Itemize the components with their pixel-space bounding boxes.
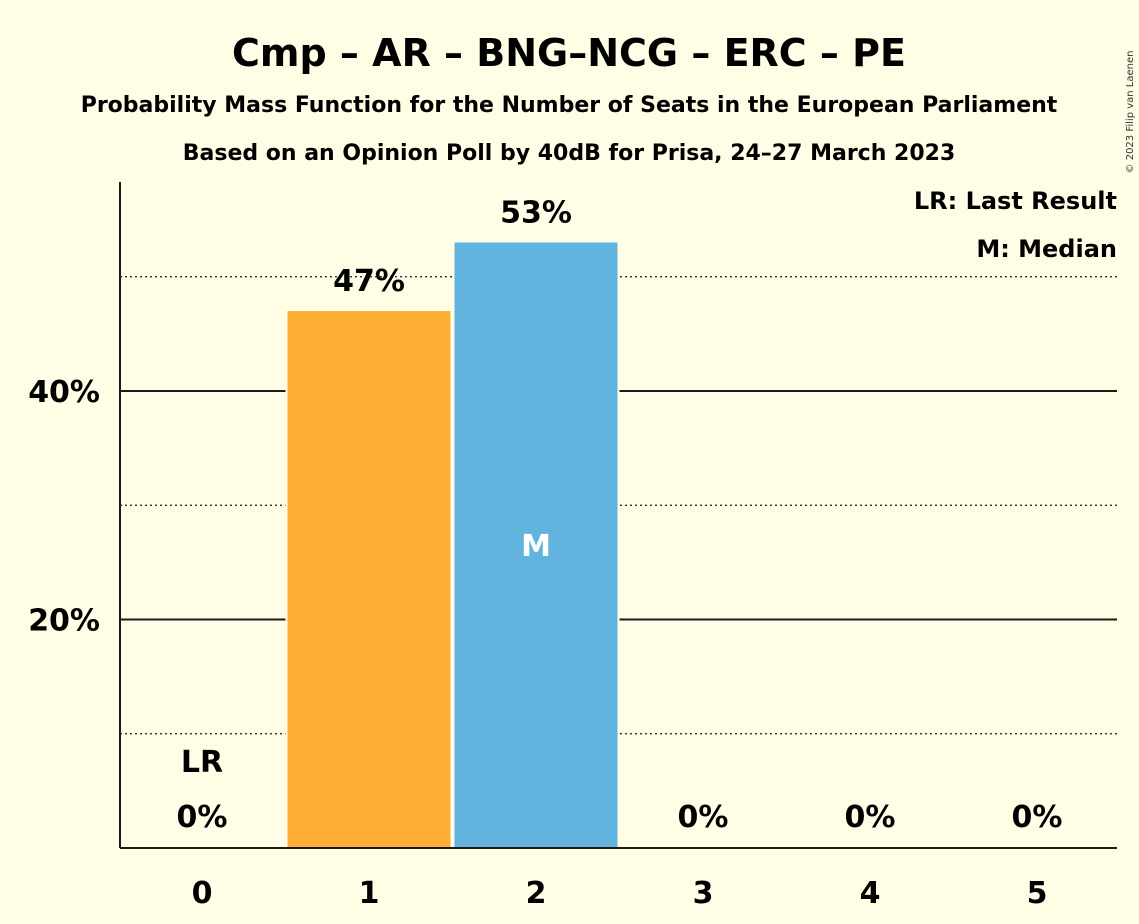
y-tick-label: 40% (28, 375, 100, 410)
legend-last-result: LR: Last Result (914, 187, 1117, 215)
chart-source: Based on an Opinion Poll by 40dB for Pri… (183, 141, 956, 166)
x-tick-label: 3 (693, 876, 714, 911)
data-label: 0% (678, 800, 729, 835)
last-result-marker: LR (181, 745, 223, 780)
data-label: 53% (500, 195, 572, 230)
median-marker: M (521, 529, 551, 564)
bar (287, 311, 451, 848)
x-tick-label: 5 (1027, 876, 1048, 911)
legend-median: M: Median (976, 235, 1117, 263)
axis-layer: 20% 40% 0 1 2 3 4 5 (28, 182, 1117, 911)
data-label: 0% (1012, 800, 1063, 835)
y-tick-label: 20% (28, 604, 100, 639)
data-label: 0% (177, 800, 228, 835)
x-tick-label: 4 (860, 876, 881, 911)
x-tick-label: 1 (359, 876, 380, 911)
chart-title: Cmp – AR – BNG–NCG – ERC – PE (232, 31, 906, 75)
data-label: 0% (845, 800, 896, 835)
chart-subtitle: Probability Mass Function for the Number… (81, 93, 1058, 118)
data-label: 47% (333, 264, 405, 299)
x-tick-label: 2 (526, 876, 547, 911)
copyright-text: © 2023 Filip van Laenen (1125, 51, 1136, 174)
bar (454, 242, 618, 849)
bar-layer (285, 240, 620, 849)
x-tick-label: 0 (192, 876, 213, 911)
label-layer: 0% 47% 53% 0% 0% 0% LR M (177, 195, 1063, 835)
